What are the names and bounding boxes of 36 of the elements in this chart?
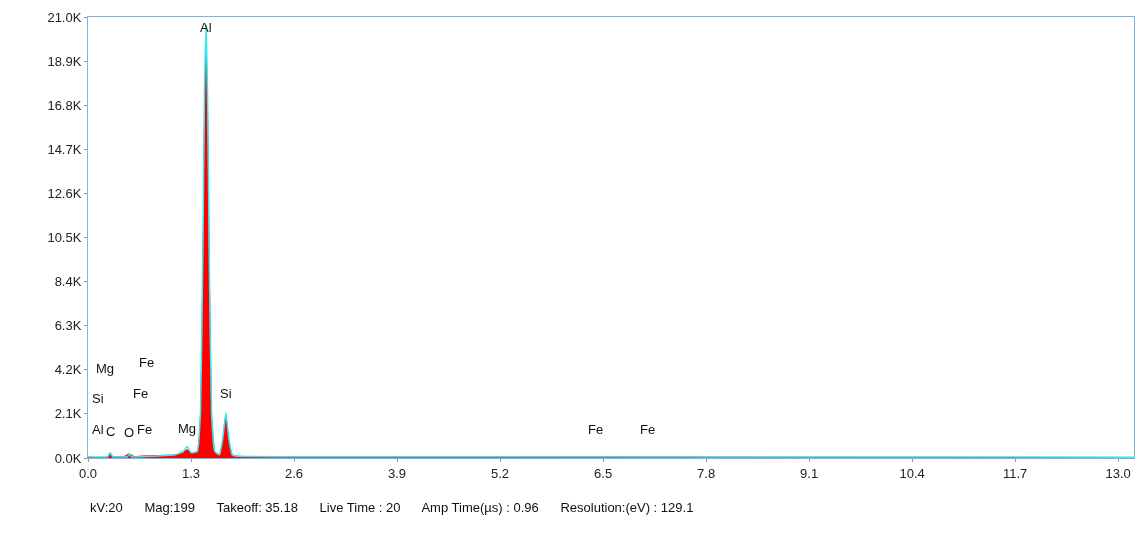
y-tick-label: 6.3K [54, 318, 82, 334]
y-tick-label: 18.9K [47, 53, 82, 69]
annotation: Fe [133, 386, 149, 401]
x-tick-label: 9.1 [800, 465, 819, 481]
x-tick-label: 10.4 [899, 465, 925, 481]
y-tick-label: 21.0K [47, 9, 82, 25]
x-tick-label: 11.7 [1002, 465, 1028, 481]
annotation: Al [92, 422, 104, 437]
x-tick-label: 13.0 [1105, 465, 1131, 481]
text: kV:20 Mag:199 Takeoff: 35.18 Live Time : 20 Amp Time(µs) : 0.96 Resolution:(eV) : 129.1 [90, 500, 694, 515]
annotation: Mg [178, 421, 197, 436]
x-tick-label: 7.8 [697, 465, 716, 481]
y-tick-label: 4.2K [54, 362, 82, 378]
y-tick-label: 8.4K [54, 274, 82, 290]
x-tick-label: 1.3 [181, 465, 201, 481]
annotation: Al [200, 20, 212, 35]
x-tick-label: 5.2 [491, 465, 510, 481]
y-tick-label: 12.6K [47, 185, 82, 201]
x-tick-label: 2.6 [284, 465, 304, 481]
x-tick-label: 3.9 [388, 465, 407, 481]
annotation: Mg [96, 361, 115, 376]
y-tick-label: 16.8K [47, 97, 82, 113]
annotation: Fe [588, 422, 604, 437]
y-tick-label: 14.7K [47, 141, 82, 157]
annotation: Fe [137, 422, 153, 437]
annotation: C [106, 424, 116, 439]
x-tick-label: 6.5 [594, 465, 613, 481]
annotation: O [124, 425, 135, 440]
annotation: Fe [640, 422, 656, 437]
annotation: Fe [139, 355, 155, 370]
annotation: Si [220, 386, 232, 401]
y-tick-label: 2.1K [54, 406, 82, 422]
x-tick-label: 0.0 [78, 465, 98, 481]
y-tick-label: 0.0K [54, 450, 82, 466]
y-tick-label: 10.5K [47, 230, 82, 246]
annotation: Si [92, 391, 104, 406]
